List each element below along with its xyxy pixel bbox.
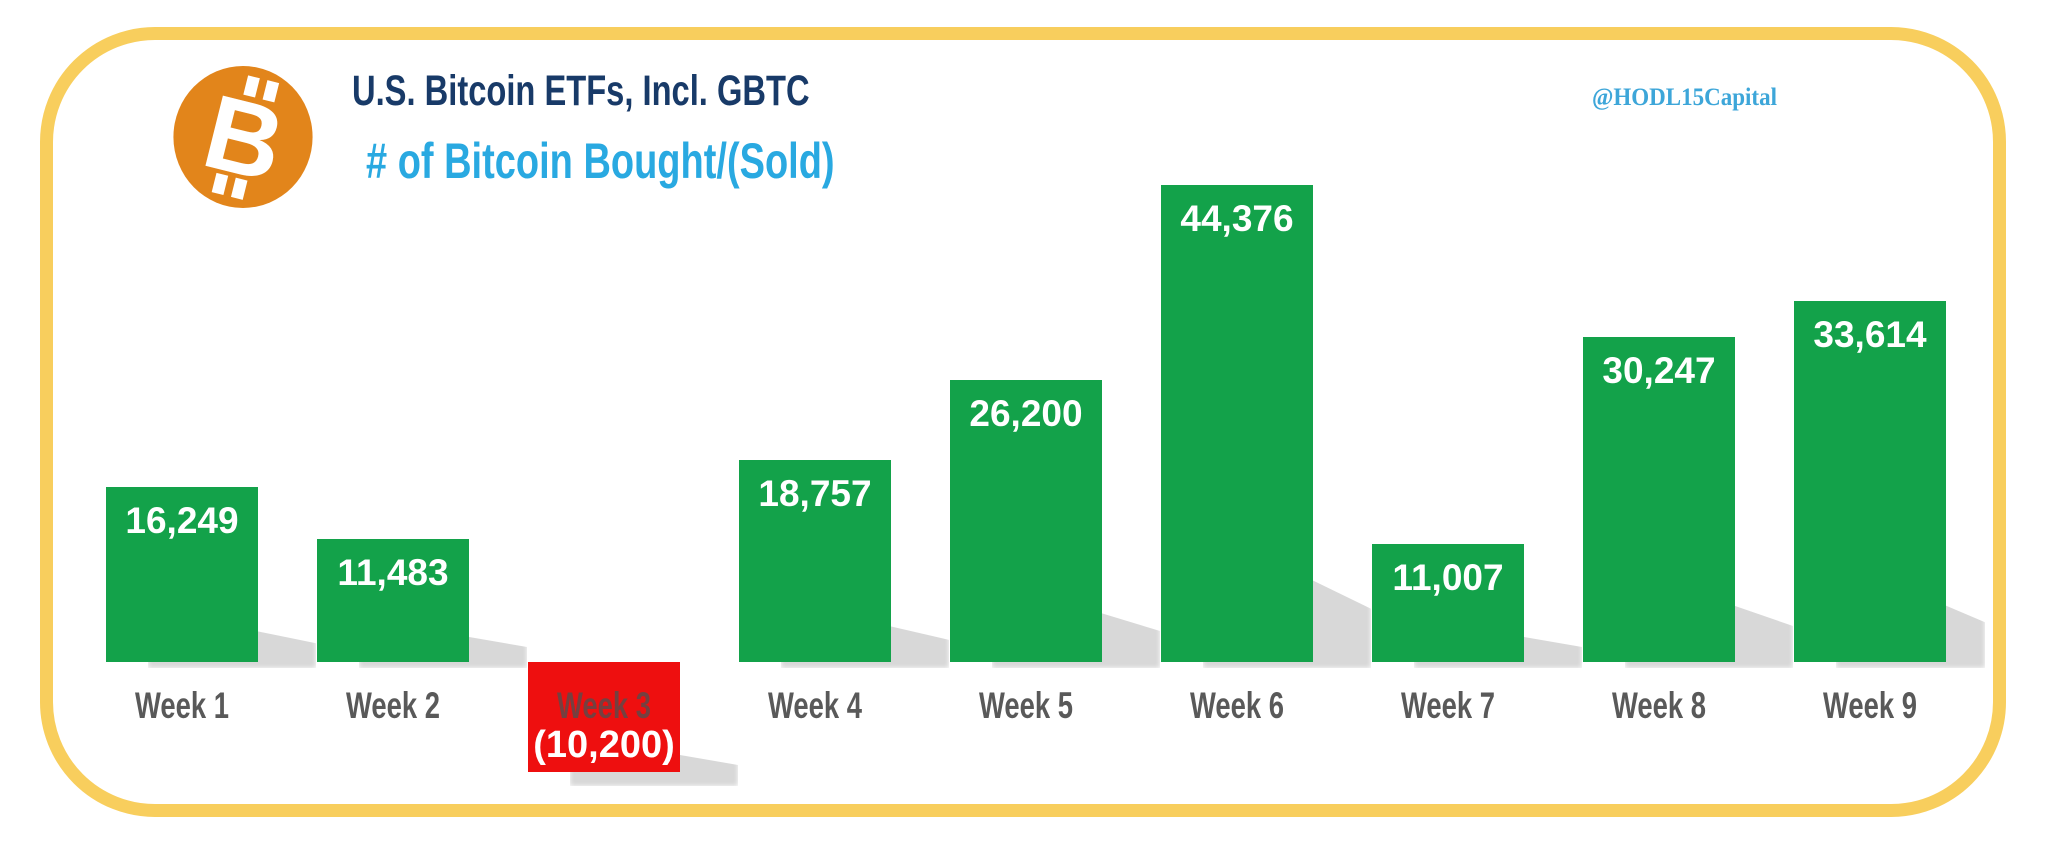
bar-value-label: 30,247: [1602, 350, 1716, 391]
bar-week-4: 18,757: [739, 460, 891, 662]
bar-value-label: 18,757: [758, 473, 872, 514]
bar-value-label: 11,007: [1392, 557, 1504, 598]
bar-value-label: 33,614: [1813, 314, 1927, 355]
x-axis-label-week-3: Week 3: [557, 685, 651, 726]
x-axis-label-week-2: Week 2: [346, 685, 440, 726]
bar-week-8: 30,247: [1583, 337, 1735, 662]
bar-value-label: 44,376: [1180, 198, 1294, 239]
x-axis-label-week-1: Week 1: [135, 685, 229, 726]
bar-week-7: 11,007: [1372, 544, 1524, 662]
attribution-handle: @HODL15Capital: [1592, 84, 1777, 111]
bar-week-6: 44,376: [1161, 185, 1313, 662]
bar-week-1: 16,249: [106, 487, 258, 662]
bar-value-label: 26,200: [969, 393, 1083, 434]
bar-week-3: (10,200): [528, 662, 680, 772]
bar-value-label: 11,483: [337, 552, 449, 593]
chart-title: U.S. Bitcoin ETFs, Incl. GBTC: [352, 67, 810, 115]
x-axis-label-week-5: Week 5: [979, 685, 1073, 726]
bar-value-label: 16,249: [125, 500, 239, 541]
x-axis-label-week-6: Week 6: [1190, 685, 1284, 726]
bar-week-9: 33,614: [1794, 301, 1946, 662]
bar-week-5: 26,200: [950, 380, 1102, 662]
chart-subtitle: # of Bitcoin Bought/(Sold): [366, 133, 835, 189]
x-axis-label-week-9: Week 9: [1823, 685, 1917, 726]
bar-value-label: (10,200): [533, 724, 675, 767]
x-axis-label-week-7: Week 7: [1401, 685, 1495, 726]
bitcoin-icon: B: [172, 64, 314, 210]
x-axis-label-week-4: Week 4: [768, 685, 862, 726]
bar-week-2: 11,483: [317, 539, 469, 662]
x-axis-label-week-8: Week 8: [1612, 685, 1706, 726]
